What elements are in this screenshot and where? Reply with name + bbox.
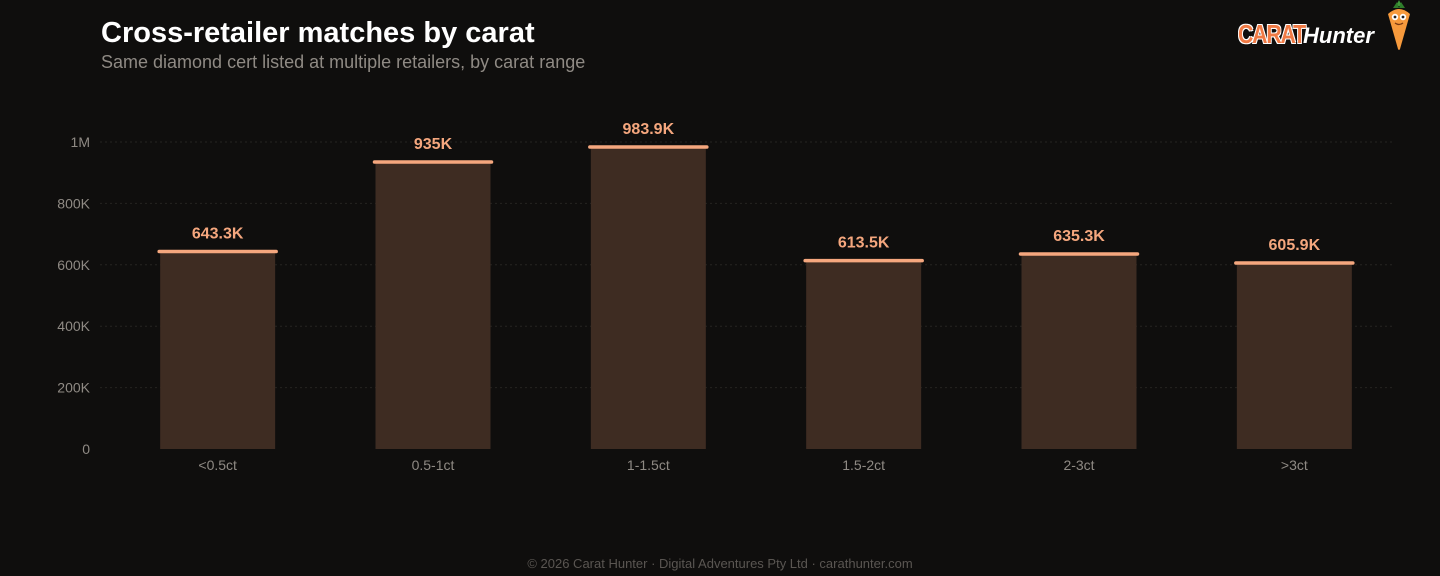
bar-chart: 0 200K 400K 600K 800K 1M 643.3K <0.5ct 935K 0.5-1… bbox=[57, 121, 1392, 473]
x-tick-label: <0.5ct bbox=[198, 457, 237, 473]
x-tick-label: 0.5-1ct bbox=[412, 457, 455, 473]
bar-value-label: 613.5K bbox=[838, 235, 890, 252]
y-tick-label: 400K bbox=[57, 318, 90, 334]
bar-value-label: 605.9K bbox=[1269, 237, 1321, 254]
y-tick-label: 0 bbox=[82, 441, 90, 457]
bar bbox=[590, 146, 706, 450]
bar-value-label: 935K bbox=[414, 136, 453, 153]
carat-hunter-logo[interactable]: CARAT Hunter bbox=[1238, 0, 1418, 56]
bar bbox=[160, 251, 276, 449]
x-tick-label: >3ct bbox=[1281, 457, 1308, 473]
bar bbox=[1236, 262, 1352, 449]
chart-subtitle: Same diamond cert listed at multiple ret… bbox=[101, 52, 586, 72]
y-tick-label: 600K bbox=[57, 257, 90, 273]
bar-value-label: 635.3K bbox=[1053, 228, 1105, 245]
logo-word-hunter: Hunter bbox=[1303, 23, 1374, 48]
y-tick-label: 1M bbox=[71, 134, 90, 150]
logo-word-carat: CARAT bbox=[1238, 19, 1306, 49]
bar bbox=[375, 161, 491, 449]
bar-value-label: 643.3K bbox=[192, 226, 244, 243]
bar-value-label: 983.9K bbox=[623, 121, 675, 138]
chart-title: Cross-retailer matches by carat bbox=[101, 17, 535, 49]
carrot-mascot-icon bbox=[1388, 0, 1410, 50]
bar bbox=[806, 260, 922, 449]
y-tick-label: 200K bbox=[57, 380, 90, 396]
footer-copyright: © 2026 Carat Hunter · Digital Adventures… bbox=[527, 556, 913, 571]
bar bbox=[1021, 253, 1137, 449]
y-tick-label: 800K bbox=[57, 195, 90, 211]
x-tick-label: 1.5-2ct bbox=[842, 457, 885, 473]
x-tick-label: 2-3ct bbox=[1063, 457, 1094, 473]
x-tick-label: 1-1.5ct bbox=[627, 457, 670, 473]
